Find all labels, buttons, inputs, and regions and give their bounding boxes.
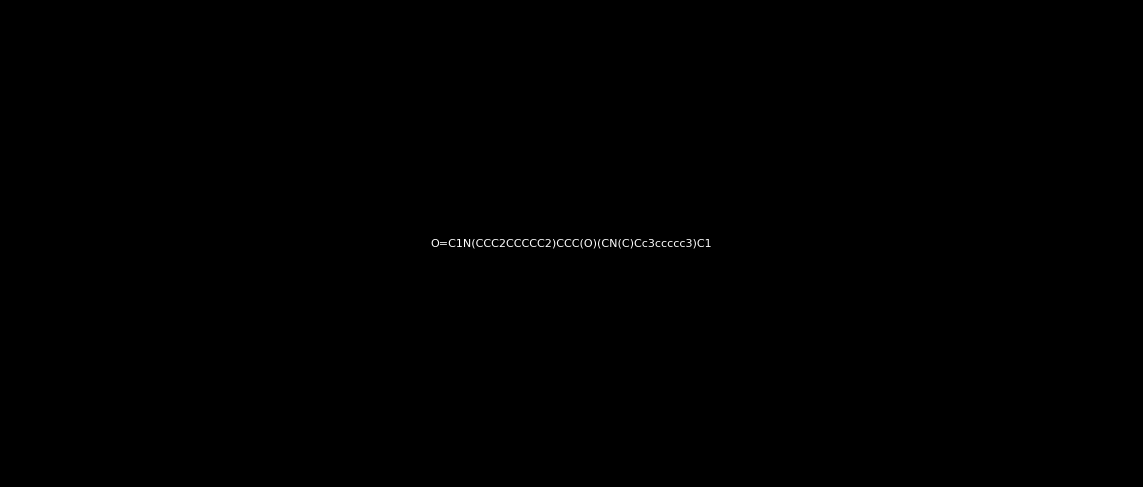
Text: O=C1N(CCC2CCCCC2)CCC(O)(CN(C)Cc3ccccc3)C1: O=C1N(CCC2CCCCC2)CCC(O)(CN(C)Cc3ccccc3)C… (431, 239, 712, 248)
